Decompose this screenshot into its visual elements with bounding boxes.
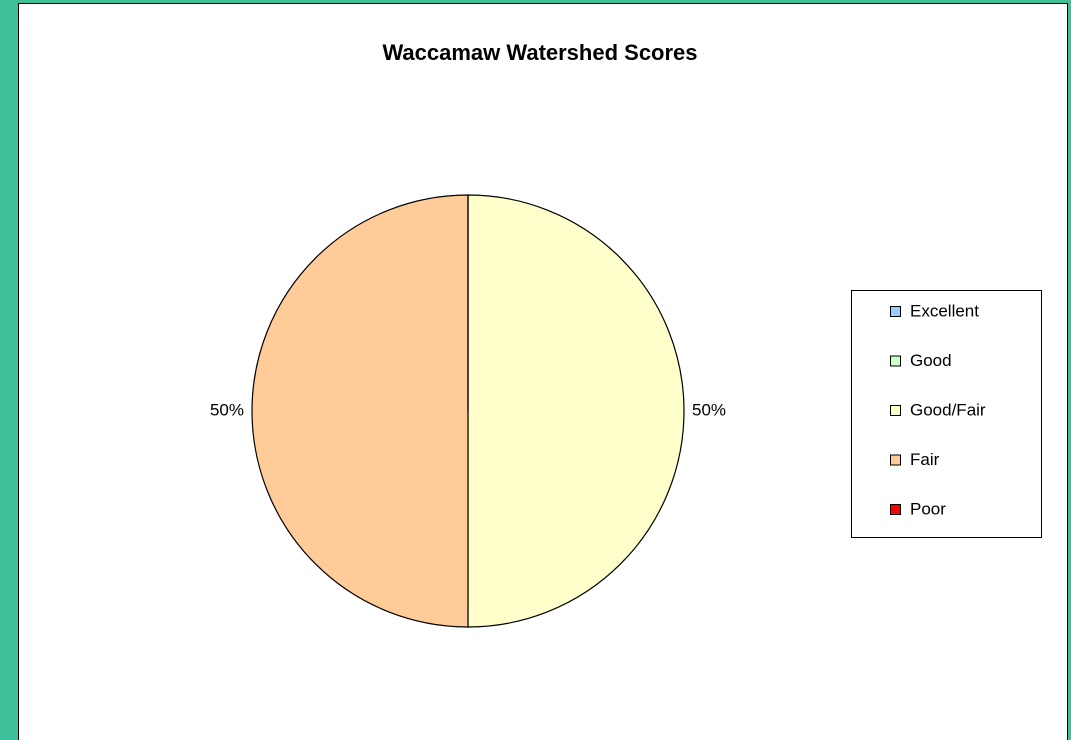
legend-swatch <box>890 306 901 317</box>
legend-label: Excellent <box>910 301 979 320</box>
chart-title: Waccamaw Watershed Scores <box>382 40 697 65</box>
pie-slice <box>467 194 685 628</box>
legend-box <box>851 290 1042 538</box>
legend-swatch <box>890 355 901 367</box>
legend-label: Fair <box>910 450 940 469</box>
pie-slice <box>251 194 469 628</box>
legend-label: Poor <box>910 499 946 518</box>
data-label: 50% <box>210 400 244 419</box>
data-label: 50% <box>692 400 726 419</box>
legend-swatch <box>890 405 901 416</box>
legend-swatch <box>890 454 901 466</box>
legend-swatch <box>890 504 901 515</box>
legend-label: Good/Fair <box>910 400 986 419</box>
legend-label: Good <box>910 351 952 370</box>
